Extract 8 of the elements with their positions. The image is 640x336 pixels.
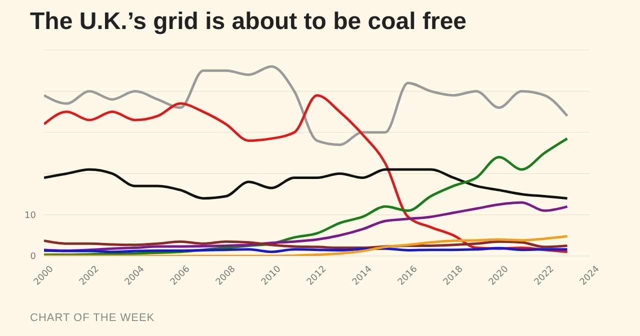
text: CHART OF THE WEEK bbox=[30, 312, 155, 324]
line-series bbox=[44, 240, 568, 250]
line-series bbox=[44, 65, 568, 146]
y-tick-label: 0 bbox=[30, 252, 36, 262]
line-series bbox=[44, 234, 568, 256]
chart-title: The U.K.’s grid is about to be coal free bbox=[30, 8, 467, 36]
line-series bbox=[44, 168, 568, 200]
y-tick-label: 10 bbox=[24, 210, 36, 221]
